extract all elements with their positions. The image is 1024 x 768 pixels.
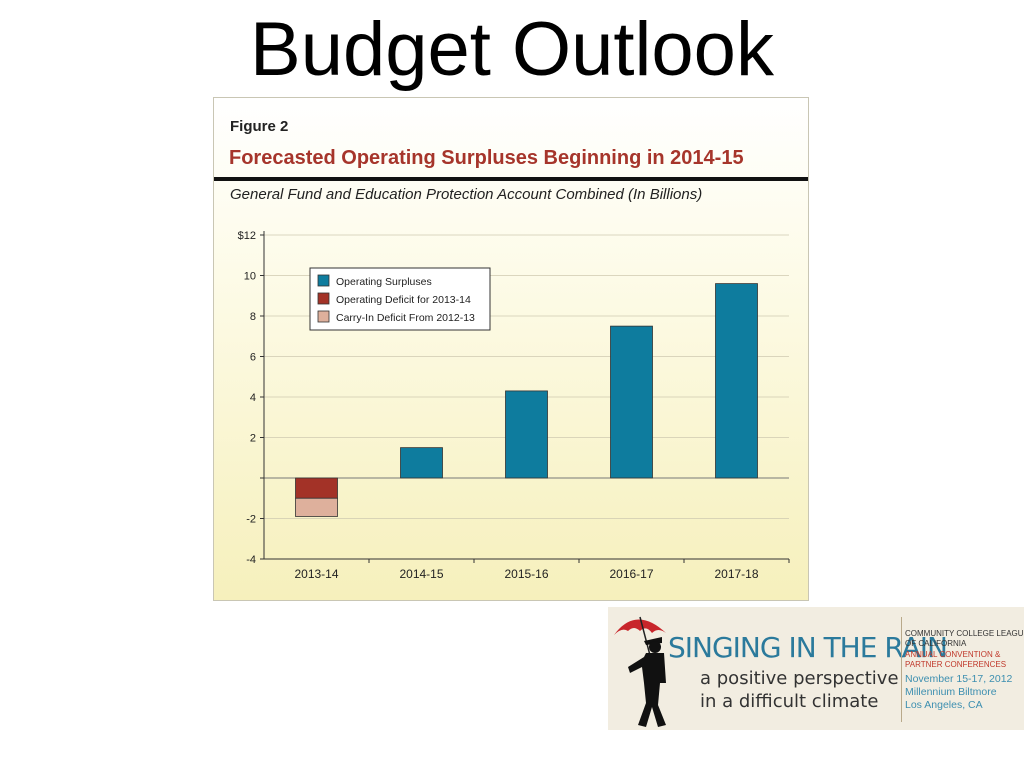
y-tick-label: -2 bbox=[246, 514, 256, 526]
bar-series-1 bbox=[610, 325, 653, 479]
org-line-2: OF CALIFORNIA bbox=[905, 639, 967, 648]
org-line-1: COMMUNITY COLLEGE LEAGUE bbox=[905, 629, 1024, 638]
legend-label: Operating Deficit for 2013-14 bbox=[336, 294, 471, 306]
conference-logo: SINGING IN THE RAIN a positive perspecti… bbox=[608, 607, 1024, 730]
logo-conference-type: ANNUAL CONVENTION & PARTNER CONFERENCES bbox=[905, 650, 1006, 670]
figure-title: Forecasted Operating Surpluses Beginning… bbox=[229, 147, 744, 169]
figure-subtitle: General Fund and Education Protection Ac… bbox=[230, 186, 703, 203]
legend-swatch bbox=[317, 292, 330, 305]
figure-panel: Figure 2 Forecasted Operating Surpluses … bbox=[213, 97, 809, 601]
logo-tagline-line2: in a difficult climate bbox=[700, 691, 879, 712]
bar-chart: $12 10 8 6 4 2 -2 -4 2013-14 2014-15 2015-16 2016-1… bbox=[238, 230, 790, 581]
x-tick-label: 2017-18 bbox=[714, 567, 758, 581]
event-venue: Millennium Biltmore bbox=[905, 686, 997, 698]
title-divider bbox=[214, 177, 808, 181]
y-tick-label: 10 bbox=[244, 271, 256, 283]
y-tick-label: 8 bbox=[250, 311, 256, 323]
umbrella-figure-icon bbox=[614, 616, 666, 727]
y-tick-label: -4 bbox=[246, 554, 256, 566]
logo-org-name: COMMUNITY COLLEGE LEAGUE OF CALIFORNIA bbox=[905, 629, 1024, 649]
logo-divider bbox=[901, 617, 902, 722]
logo-tagline-line1: a positive perspective bbox=[700, 668, 899, 689]
x-tick-label: 2015-16 bbox=[504, 567, 548, 581]
slide-title: Budget Outlook bbox=[250, 7, 774, 92]
event-dates: November 15-17, 2012 bbox=[905, 673, 1013, 685]
legend-box bbox=[309, 267, 491, 331]
y-tick-label: $12 bbox=[238, 230, 256, 242]
legend-label: Operating Surpluses bbox=[336, 276, 432, 288]
x-tick-label: 2013-14 bbox=[294, 567, 338, 581]
y-tick-label: 6 bbox=[250, 352, 256, 364]
y-tick-label: 2 bbox=[250, 433, 256, 445]
conf-line-2: PARTNER CONFERENCES bbox=[905, 660, 1007, 669]
bar-series-3 bbox=[295, 497, 338, 517]
bar-series-1 bbox=[505, 390, 548, 479]
y-tick-label: 4 bbox=[250, 392, 256, 404]
legend-swatch bbox=[317, 310, 330, 323]
x-tick-label: 2014-15 bbox=[399, 567, 443, 581]
x-tick-label: 2016-17 bbox=[609, 567, 653, 581]
bar-series-1 bbox=[715, 283, 758, 479]
event-city: Los Angeles, CA bbox=[905, 699, 983, 711]
logo-event-info: November 15-17, 2012 Millennium Biltmore… bbox=[905, 673, 1012, 712]
bar-series-1 bbox=[400, 447, 443, 479]
bar-series-2 bbox=[295, 477, 338, 499]
legend-label: Carry-In Deficit From 2012-13 bbox=[336, 312, 475, 324]
figure-label: Figure 2 bbox=[230, 118, 289, 135]
conf-line-1: ANNUAL CONVENTION & bbox=[905, 650, 1001, 659]
legend-swatch bbox=[317, 274, 330, 287]
